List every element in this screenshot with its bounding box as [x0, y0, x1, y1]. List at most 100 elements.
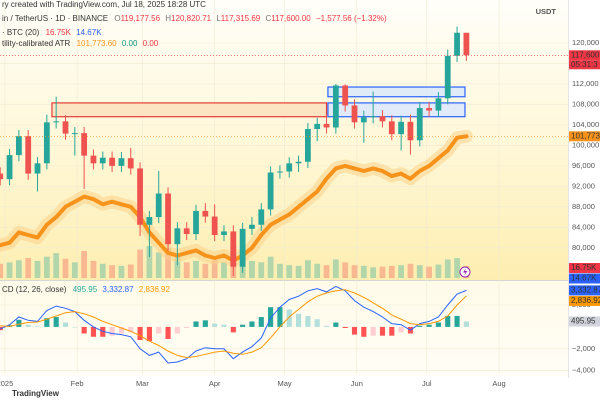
volume-bar [43, 256, 50, 278]
histogram-bar [398, 326, 404, 333]
candle-body [444, 55, 451, 99]
histogram-bar [62, 322, 69, 327]
indicator-value: 101,773.60 [77, 39, 118, 48]
candle-body [81, 133, 88, 156]
candle-body [388, 121, 395, 135]
brand: TradingView [12, 389, 60, 398]
candle-body [34, 163, 41, 174]
histogram-bar [53, 317, 59, 327]
histogram-bar [426, 324, 432, 327]
volume-label: · BTC (20) [2, 28, 40, 37]
y-tick-label: 108,000 [572, 99, 599, 108]
candle-body [174, 228, 181, 245]
volume-bar [332, 259, 339, 278]
volume-bar [127, 264, 134, 278]
macd-label-box [569, 295, 600, 306]
histogram-bar [118, 326, 124, 334]
candle-body [0, 173, 4, 180]
volume-bar [407, 263, 414, 278]
candle-body [155, 193, 162, 218]
x-tick-label: 2025 [0, 379, 13, 388]
ohlc-key: O [114, 14, 120, 23]
volume-bar [146, 246, 153, 278]
price-label: 101,773 [571, 131, 600, 140]
price-countdown: 05:31:3 [571, 60, 598, 69]
candle-body [426, 108, 432, 111]
histogram-bar [146, 326, 152, 342]
candle-body [351, 105, 358, 123]
histogram-bar [342, 326, 348, 328]
indicator-name: tility-calibrated ATR [2, 39, 71, 48]
candle-body [62, 121, 69, 134]
histogram-bar [249, 321, 255, 327]
ohlc-value: 120,820.71 [171, 14, 212, 23]
candle-body [193, 210, 199, 234]
x-tick-label: Aug [492, 379, 505, 388]
histogram-bar [296, 313, 302, 327]
y-tick-label: 120,000 [572, 38, 599, 47]
histogram-bar [351, 326, 358, 335]
candle-body [71, 133, 78, 135]
histogram-bar [44, 318, 50, 327]
volume-bar [174, 256, 181, 278]
candle-body [249, 224, 255, 229]
volume-bar [15, 260, 22, 278]
macd-line [0, 289, 467, 359]
candle-body [146, 217, 153, 225]
volume-bar [295, 265, 302, 278]
chart-title: ry created with TradingView.com, Jul 18,… [2, 0, 206, 9]
candle-body [137, 168, 143, 225]
y-tick-label: −2,000 [572, 344, 595, 353]
candle-body [53, 121, 60, 123]
zone [327, 102, 466, 118]
volume-bar [0, 263, 4, 278]
histogram-bar [212, 323, 218, 327]
y-tick-label: 88,000 [572, 202, 595, 211]
y-tick-label: 100,000 [572, 140, 599, 149]
histogram-bar [165, 326, 171, 339]
x-tick-label: Mar [136, 379, 149, 388]
x-tick-label: Feb [71, 379, 84, 388]
volume-bar [416, 265, 423, 278]
candle-body [211, 216, 218, 235]
candle-body [165, 193, 171, 245]
volume-label: 16.75K [571, 263, 597, 272]
histogram-bar [81, 326, 87, 334]
histogram-bar [435, 322, 441, 327]
volume-bar [379, 266, 386, 278]
y-tick-label: 84,000 [572, 222, 595, 231]
volume-bar [258, 262, 265, 278]
ohlc-value: 117,315.69 [221, 14, 261, 23]
histogram-bar [34, 326, 41, 327]
histogram-bar [333, 322, 339, 327]
histogram-bar [445, 315, 451, 327]
candle-body [379, 116, 386, 122]
histogram-bar [361, 326, 367, 337]
price-label-box [569, 131, 600, 142]
macd-label: 2,836.92 [571, 296, 600, 305]
candle-body [360, 117, 367, 123]
volume-label-box [569, 273, 600, 284]
macd-label-box [569, 316, 600, 327]
histogram-bar [230, 326, 236, 333]
histogram-bar [454, 315, 460, 327]
candle-body [416, 108, 423, 141]
histogram-bar [323, 325, 330, 327]
candle-body [99, 157, 106, 164]
volume-bar [25, 258, 32, 278]
volume-bar [165, 248, 171, 278]
histogram-bar [389, 326, 395, 336]
histogram-bar [16, 319, 22, 327]
ohlc-key: C [265, 14, 271, 23]
volume-value: 16.75K [46, 28, 72, 37]
x-tick-label: Apr [209, 379, 221, 388]
histogram-bar [156, 326, 162, 334]
volume-bar [388, 265, 395, 278]
candle-body [15, 136, 22, 156]
histogram-bar [137, 326, 143, 341]
ohlc-key: L [216, 14, 221, 23]
volume-bar [267, 256, 274, 278]
y-tick-label: 96,000 [572, 161, 595, 170]
histogram-bar [417, 325, 423, 327]
